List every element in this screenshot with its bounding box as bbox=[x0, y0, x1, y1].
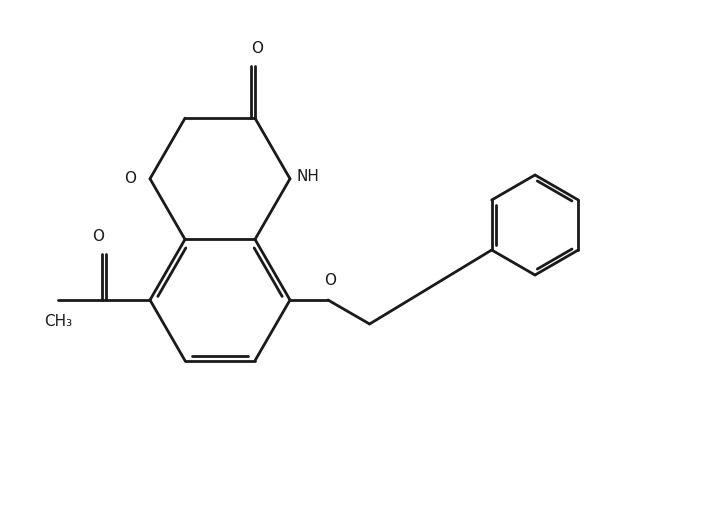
Text: O: O bbox=[324, 273, 336, 288]
Text: O: O bbox=[92, 229, 104, 244]
Text: O: O bbox=[251, 41, 263, 56]
Text: CH₃: CH₃ bbox=[44, 314, 72, 329]
Text: O: O bbox=[124, 171, 136, 186]
Text: NH: NH bbox=[296, 169, 319, 184]
